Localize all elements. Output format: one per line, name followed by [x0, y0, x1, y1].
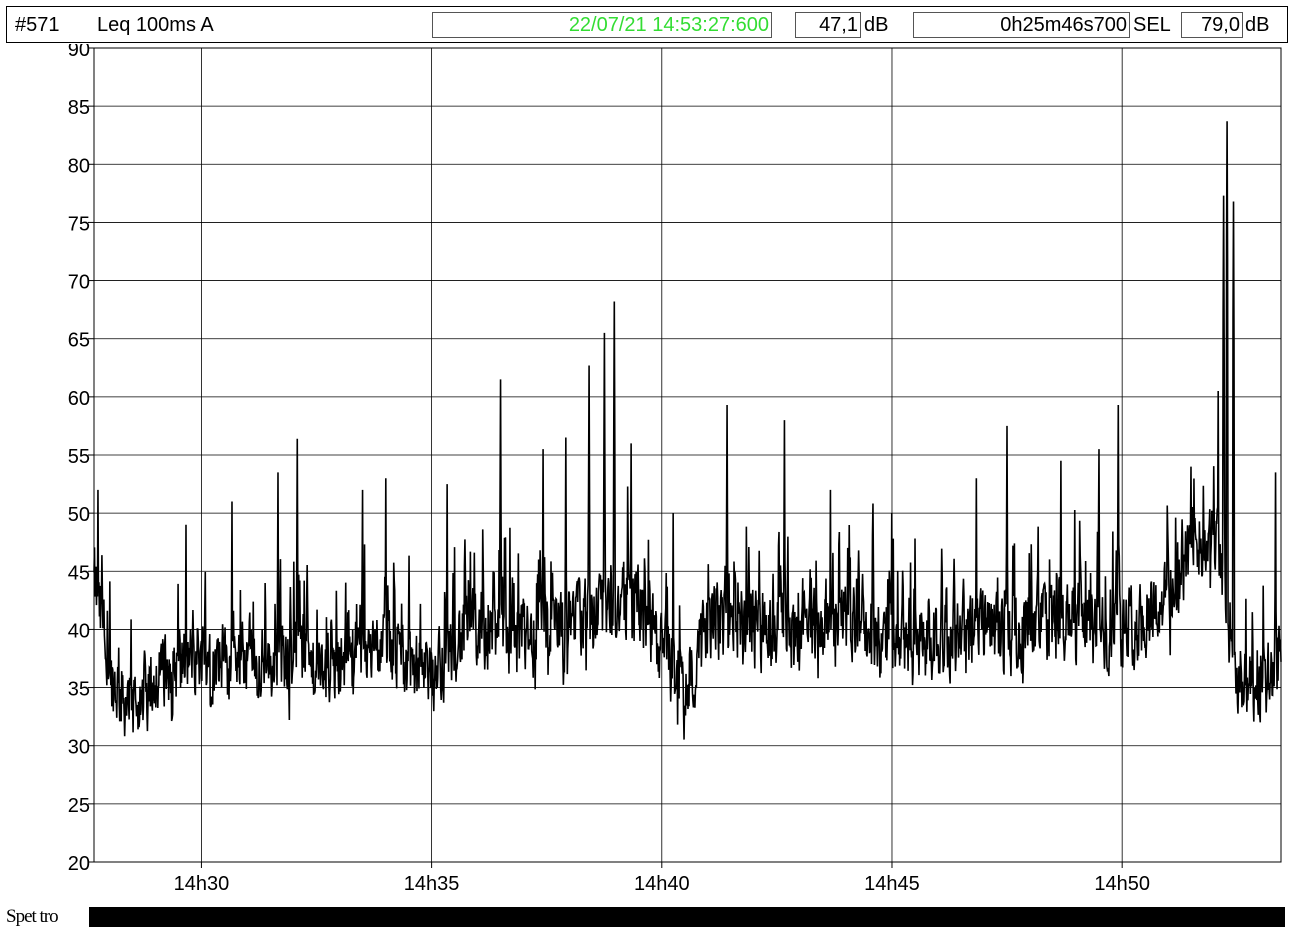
- y-tick-label: 75: [68, 213, 90, 235]
- level-unit: dB: [864, 14, 889, 36]
- x-tick-label: 14h30: [174, 873, 230, 895]
- x-tick-label: 14h45: [864, 873, 920, 895]
- series-group: [93, 121, 1282, 740]
- x-tick-label: 14h50: [1094, 873, 1150, 895]
- y-tick-label: 65: [68, 330, 90, 352]
- status-header: #571 Leq 100ms A 22/07/21 14:53:27:600 4…: [6, 6, 1288, 43]
- datetime-display: 22/07/21 14:53:27:600: [432, 12, 772, 38]
- record-id: #571: [15, 14, 60, 36]
- grid-lines: [94, 48, 1281, 862]
- datetime-text: 22/07/21 14:53:27:600: [568, 14, 769, 36]
- series-line-leq: [93, 121, 1282, 740]
- y-tick-label: 50: [68, 504, 90, 526]
- y-tick-label: 60: [68, 388, 90, 410]
- duration-display: 0h25m46s700: [913, 12, 1130, 38]
- y-tick-label: 55: [68, 446, 90, 468]
- sel-label: SEL: [1133, 14, 1171, 36]
- y-axis: 20 25 30 35 40 45 50 55 60 65 70 75 80 85 90: [68, 44, 94, 875]
- y-tick-label: 70: [68, 272, 90, 294]
- level-display: 47,1: [795, 12, 861, 38]
- spectrum-bar[interactable]: [89, 907, 1285, 927]
- sel-value: 79,0: [1201, 14, 1240, 36]
- sel-display: 79,0: [1181, 12, 1243, 38]
- y-tick-label: 40: [68, 620, 90, 642]
- y-tick-label: 80: [68, 155, 90, 177]
- y-tick-label: 45: [68, 562, 90, 584]
- x-tick-label: 14h35: [404, 873, 460, 895]
- y-tick-label: 20: [68, 853, 90, 875]
- sel-unit: dB: [1245, 14, 1270, 36]
- level-value: 47,1: [819, 14, 858, 36]
- y-tick-label: 35: [68, 679, 90, 701]
- measure-label: Leq 100ms A: [97, 14, 214, 36]
- y-tick-label: 85: [68, 97, 90, 119]
- y-tick-label: 25: [68, 795, 90, 817]
- y-tick-label: 90: [68, 44, 90, 61]
- duration-value: 0h25m46s700: [1000, 14, 1127, 36]
- spectrum-label: Spet tro: [6, 906, 59, 927]
- y-tick-label: 30: [68, 737, 90, 759]
- x-tick-label: 14h40: [634, 873, 690, 895]
- x-axis: 14h30 14h35 14h40 14h45 14h50: [174, 862, 1150, 895]
